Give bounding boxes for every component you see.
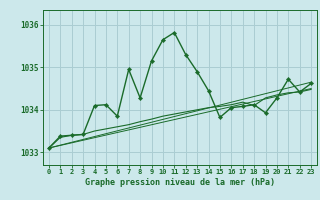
X-axis label: Graphe pression niveau de la mer (hPa): Graphe pression niveau de la mer (hPa) — [85, 178, 275, 187]
